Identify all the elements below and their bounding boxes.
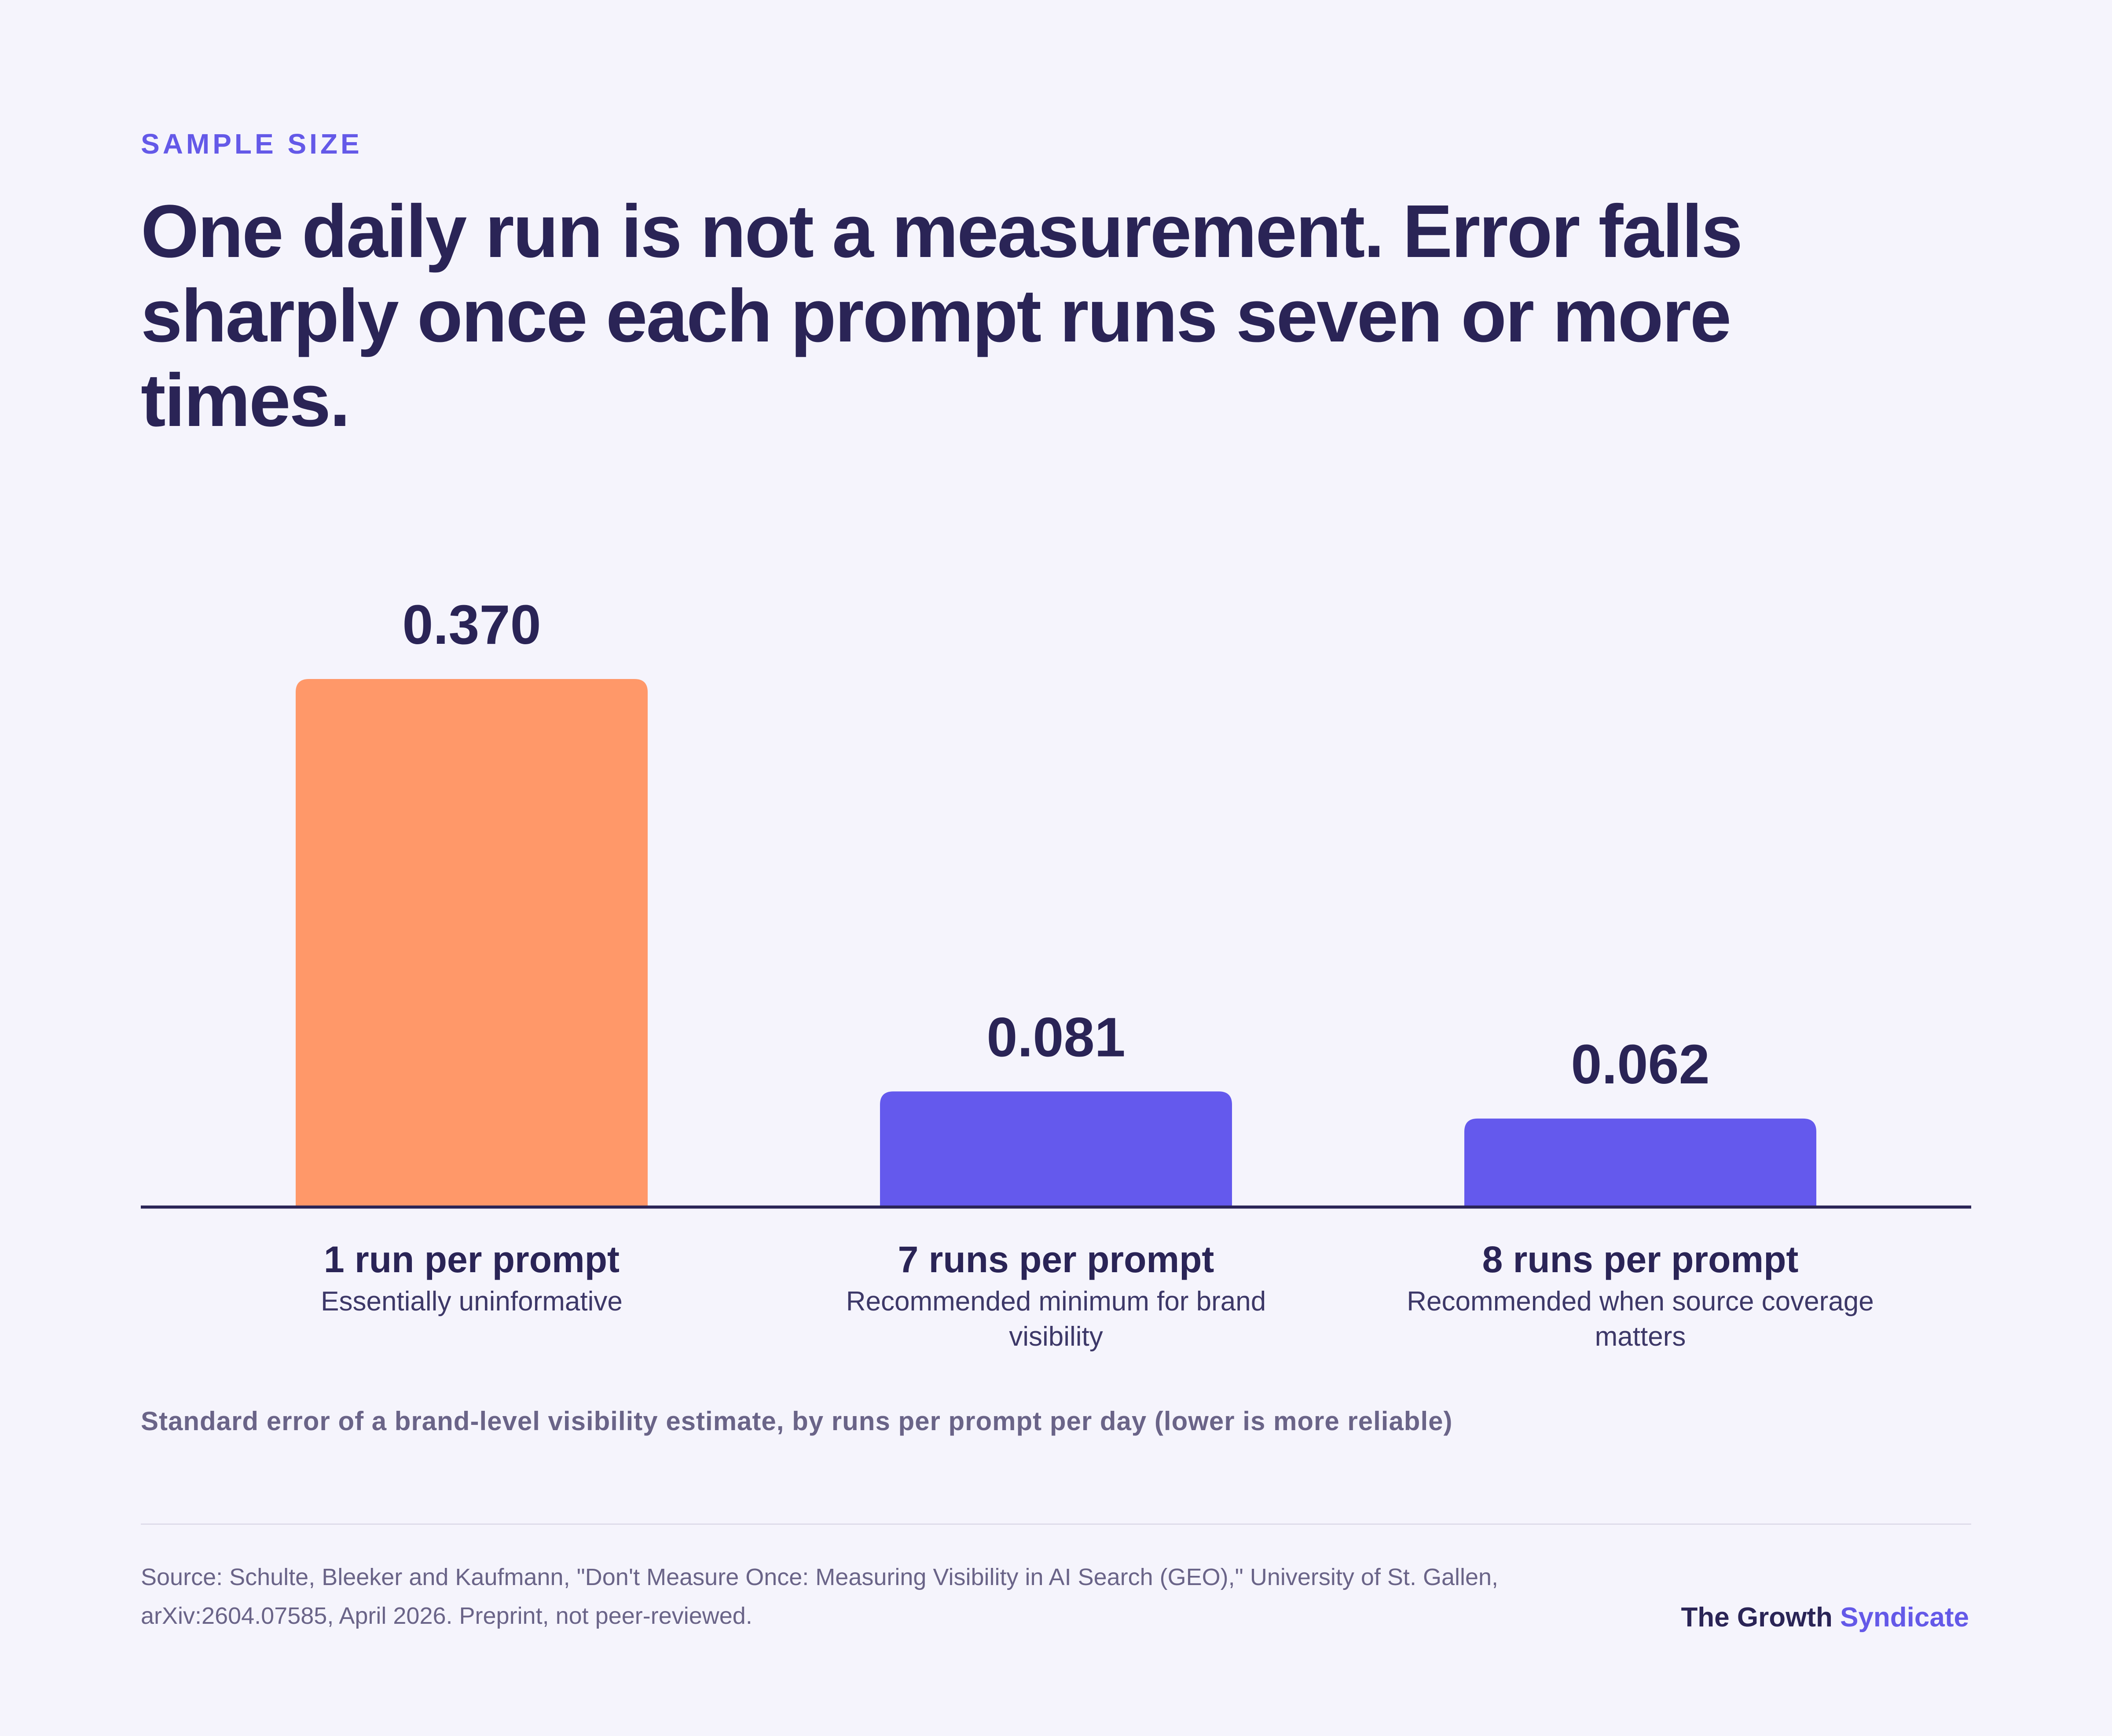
- category-description: Essentially uninformative: [321, 1286, 623, 1317]
- category-label: 7 runs per prompt: [898, 1239, 1214, 1280]
- data-label: 0.370: [402, 594, 541, 656]
- divider: [141, 1523, 1971, 1525]
- category-description: Recommended minimum for brand: [846, 1286, 1266, 1317]
- data-label: 0.062: [1571, 1033, 1709, 1095]
- eyebrow-label: SAMPLE SIZE: [141, 128, 363, 160]
- source-note: Source: Schulte, Bleeker and Kaufmann, "…: [141, 1564, 1499, 1629]
- category-label: 8 runs per prompt: [1482, 1239, 1799, 1280]
- headline: One daily run is not a measurement. Erro…: [141, 190, 1743, 442]
- category-description: Recommended when source coverage: [1407, 1286, 1874, 1317]
- bar: [296, 679, 648, 1207]
- bar-chart: 0.370 1 run per prompt Essentially uninfor…: [141, 594, 1971, 1352]
- category-description: visibility: [1009, 1321, 1103, 1352]
- brand-name-part2: Syndicate: [1840, 1602, 1969, 1633]
- bar: [1464, 1118, 1816, 1207]
- brand-name-part1: The Growth: [1681, 1602, 1833, 1633]
- category-label: 1 run per prompt: [324, 1239, 620, 1280]
- brand-logo: The Growth Syndicate: [1681, 1602, 1969, 1633]
- chart-caption: Standard error of a brand-level visibili…: [141, 1406, 1453, 1436]
- category-description: matters: [1595, 1321, 1686, 1352]
- bar: [880, 1091, 1232, 1207]
- data-label: 0.081: [986, 1006, 1125, 1068]
